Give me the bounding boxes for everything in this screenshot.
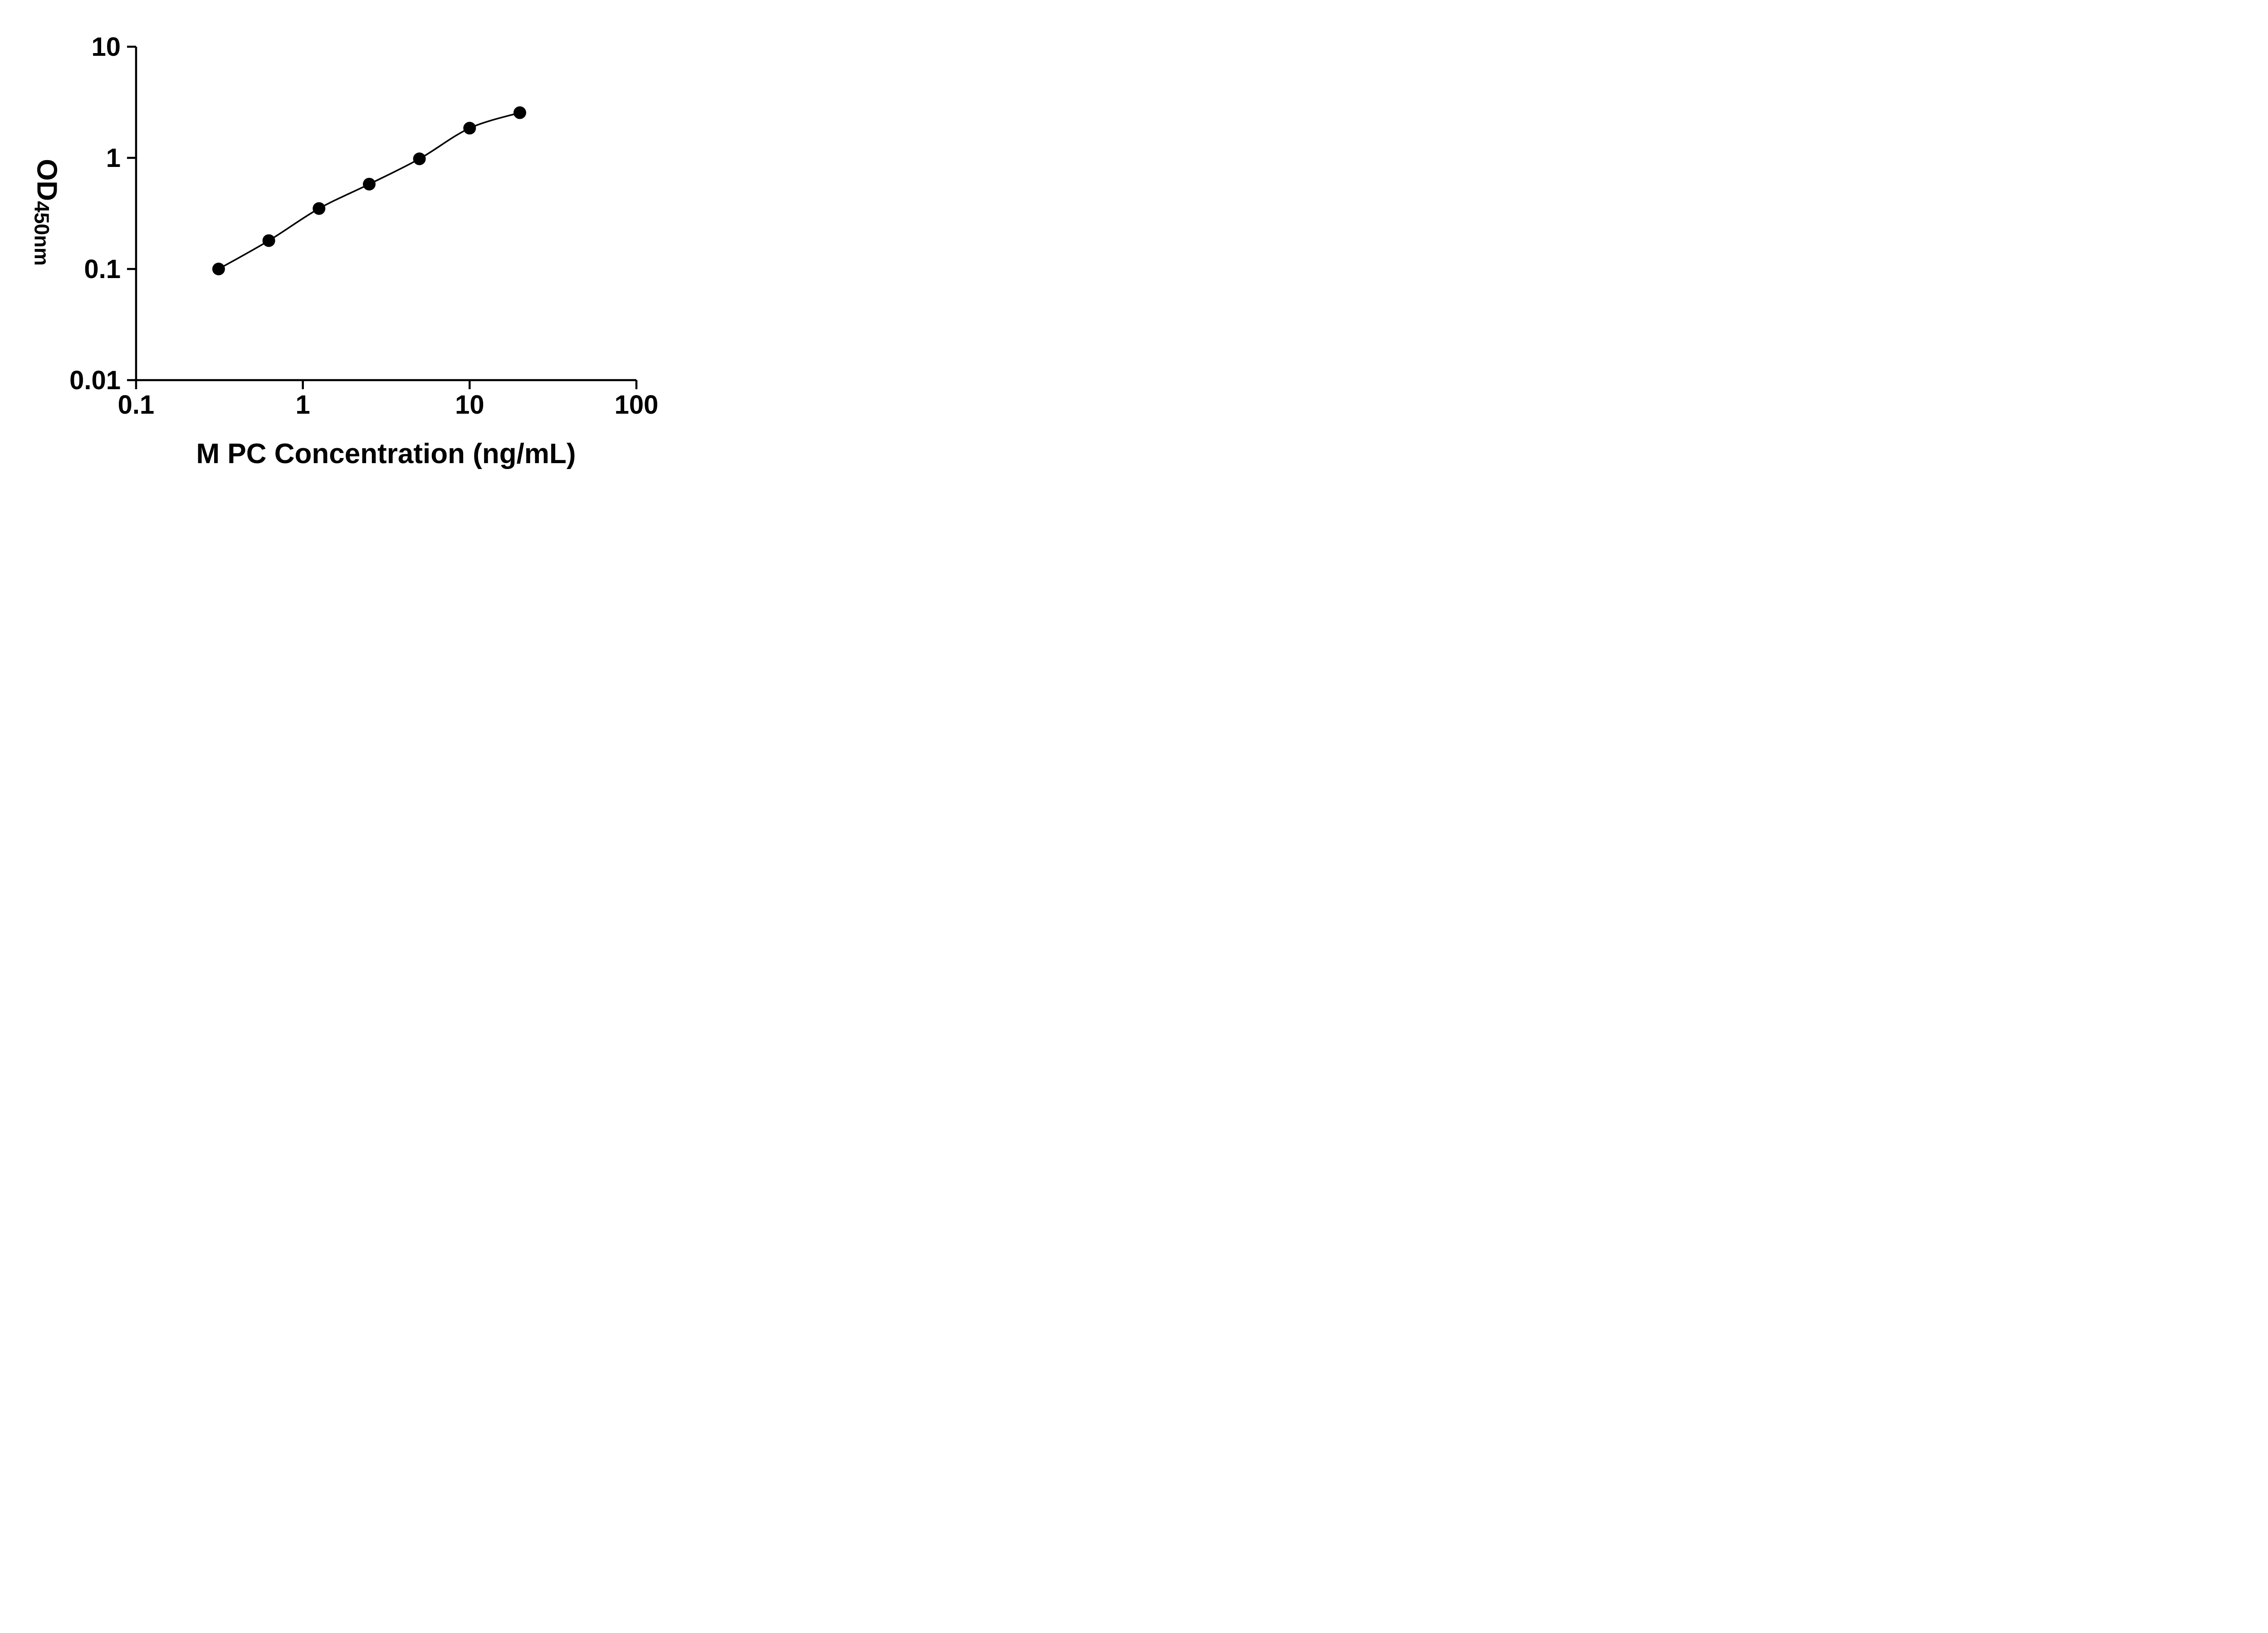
x-axis-tick-label: 0.1 — [118, 390, 155, 420]
data-point — [513, 106, 527, 119]
y-axis-title-main: OD — [31, 159, 63, 201]
y-axis-tick-label: 10 — [91, 32, 121, 62]
data-point — [463, 122, 476, 135]
fit-curve — [218, 112, 520, 270]
x-axis-tick-label: 100 — [615, 390, 659, 420]
data-point — [262, 234, 275, 247]
elisa-standard-curve-figure: 0.01 0.1 1 10 0.1 1 10 100 OD450nm M PC Concent… — [0, 0, 699, 490]
y-axis-tick-label: 0.1 — [84, 254, 121, 284]
data-point — [413, 152, 426, 166]
axis-frame — [135, 47, 636, 381]
y-axis-title: OD450nm — [30, 159, 63, 266]
data-point — [362, 177, 376, 191]
data-point — [212, 263, 225, 275]
y-axis-title-subscript: 450nm — [30, 201, 54, 266]
y-axis-tick-label: 0.01 — [69, 366, 121, 395]
data-point — [313, 202, 326, 215]
x-axis-tick-label: 1 — [296, 390, 310, 420]
y-axis-tick-label: 1 — [106, 143, 121, 173]
x-axis-title: M PC Concentration (ng/mL) — [196, 438, 576, 469]
x-axis-tick-label: 10 — [455, 390, 484, 420]
